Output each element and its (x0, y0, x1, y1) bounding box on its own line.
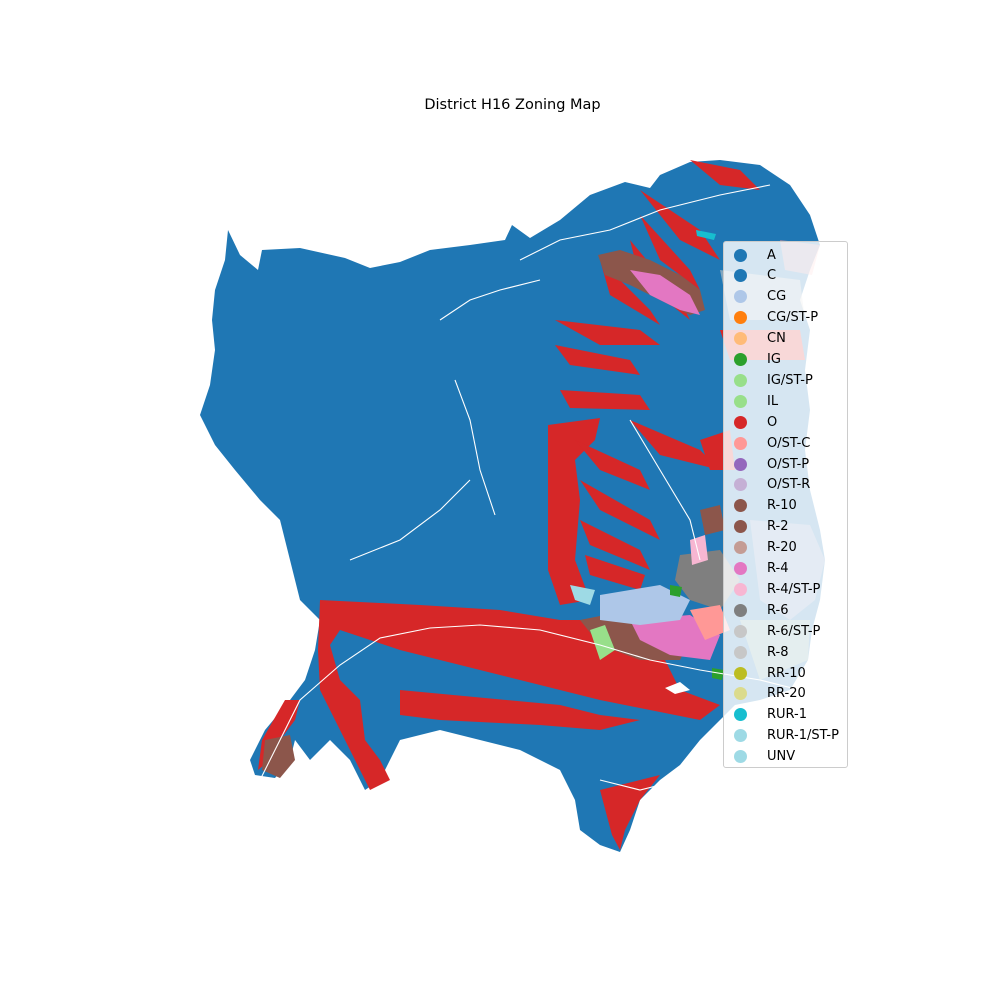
legend-item: R-4 (734, 559, 788, 579)
legend-label: R-20 (767, 540, 797, 556)
legend-swatch (734, 436, 747, 450)
legend-item: R-2 (734, 517, 788, 537)
legend-label: R-6 (767, 602, 789, 618)
legend-item: R-8 (734, 642, 788, 662)
legend-item: IG/ST-P (734, 370, 813, 390)
legend-swatch (734, 666, 747, 680)
legend-item: IL (734, 391, 778, 411)
legend-item: O/ST-C (734, 433, 810, 453)
legend-swatch (734, 687, 747, 701)
legend-item: CN (734, 329, 786, 349)
legend-item: RUR-1 (734, 705, 807, 725)
water-inlet (665, 682, 690, 694)
legend-label: R-6/ST-P (767, 623, 821, 639)
legend-label: R-4/ST-P (767, 581, 821, 597)
legend-label: R-2 (767, 519, 789, 535)
legend-label: IG/ST-P (767, 372, 813, 388)
legend-item: R-10 (734, 496, 797, 516)
legend-item: UNV (734, 747, 795, 767)
legend-label: C (767, 268, 777, 284)
legend-label: O/ST-P (767, 456, 810, 472)
legend-swatch (734, 290, 747, 304)
zone-residential-regions[interactable] (262, 230, 740, 778)
legend-label: O (767, 414, 778, 430)
legend-item: O/ST-P (734, 454, 809, 474)
legend-label: UNV (767, 749, 796, 765)
legend-swatch (734, 603, 747, 617)
legend-label: O/ST-C (767, 435, 811, 451)
legend-swatch (734, 624, 747, 638)
legend-item: R-6/ST-P (734, 621, 820, 641)
legend-item: RUR-1/ST-P (734, 726, 839, 746)
legend-label: RR-10 (767, 665, 806, 681)
legend-swatch (734, 373, 747, 387)
legend-label: RUR-1/ST-P (767, 728, 839, 744)
legend-swatch (734, 499, 747, 513)
legend-swatch (734, 311, 747, 325)
legend-swatch (734, 457, 747, 471)
legend-item: CG (734, 287, 786, 307)
legend-label: IL (767, 393, 779, 409)
legend-swatch (734, 353, 747, 366)
map-title: District H16 Zoning Map (424, 97, 601, 113)
legend-item: A (734, 245, 776, 265)
legend-swatch (734, 729, 747, 743)
legend-swatch (734, 478, 747, 492)
legend-label: CN (767, 331, 786, 347)
legend-item: R-6 (734, 600, 788, 620)
legend-label: R-4 (767, 561, 789, 576)
legend-label: RUR-1 (767, 707, 808, 723)
legend-swatch (734, 708, 747, 722)
legend-label: CG/ST-P (767, 310, 819, 326)
legend-label: R-8 (767, 644, 789, 660)
legend-label: RR-20 (767, 686, 806, 702)
road-lines (259, 184, 801, 791)
legend-item: R-4/ST-P (734, 579, 820, 599)
legend-swatch (734, 645, 747, 659)
legend-item: RR-20 (734, 684, 806, 704)
legend-swatch (734, 582, 747, 596)
legend-label: R-10 (767, 498, 797, 514)
legend-swatch (734, 750, 747, 764)
legend-item: C (734, 266, 776, 286)
legend-label: CG (767, 289, 787, 305)
legend-item: IG (734, 350, 781, 370)
legend-swatch (734, 415, 747, 429)
legend-item: R-20 (734, 538, 797, 558)
legend-swatch (734, 562, 747, 575)
legend-label: IG (767, 352, 781, 367)
legend-swatch (734, 520, 747, 534)
legend-swatch (734, 541, 747, 555)
legend-swatch (734, 248, 747, 262)
legend-label: A (767, 247, 776, 263)
legend-item: O (734, 412, 777, 432)
legend-item: O/ST-R (734, 475, 810, 495)
legend-label: O/ST-R (767, 477, 811, 493)
legend-swatch (734, 332, 747, 346)
legend-swatch (734, 394, 747, 408)
legend-item: RR-10 (734, 663, 806, 683)
legend-swatch (734, 269, 747, 283)
legend-item: CG/ST-P (734, 308, 818, 328)
map-legend: A C CG CG/ST-P CN IG IG/ST-P IL O O/ST-C O/ST-P O/S… (723, 241, 848, 768)
